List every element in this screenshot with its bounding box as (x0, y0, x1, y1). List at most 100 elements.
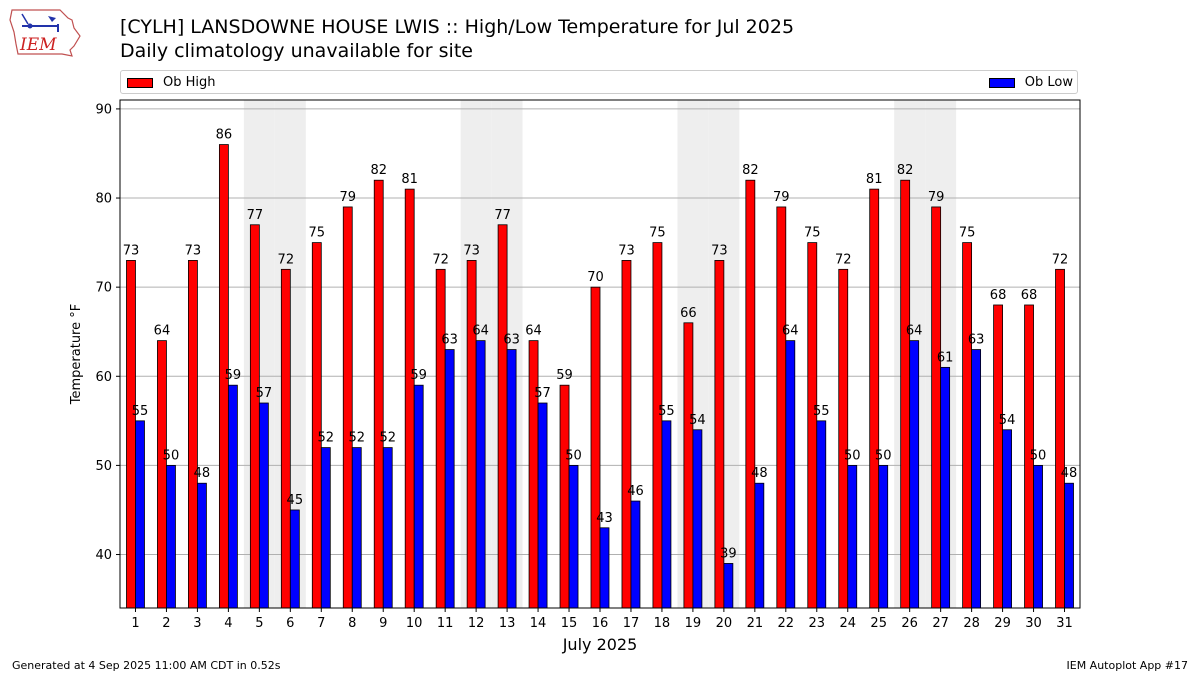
x-tick-label: 1 (131, 616, 139, 631)
x-tick-label: 13 (499, 616, 516, 631)
bar-low (599, 527, 610, 609)
bar-low (630, 500, 641, 609)
data-label-low: 52 (348, 431, 365, 446)
bar-low (320, 447, 331, 609)
bar-high (838, 268, 849, 609)
x-tick-label: 16 (592, 616, 609, 631)
data-label-high: 72 (835, 252, 852, 267)
legend: Ob High Ob Low (120, 70, 1078, 94)
data-label-high: 81 (866, 172, 883, 187)
bar-low (940, 366, 951, 609)
data-label-low: 55 (132, 404, 149, 419)
legend-swatch-low (988, 77, 1015, 88)
data-label-low: 54 (689, 413, 706, 428)
x-tick-label: 20 (716, 616, 733, 631)
bar-high (280, 268, 291, 609)
bar-low (227, 384, 238, 609)
bar-high (311, 242, 322, 609)
data-label-high: 66 (680, 306, 697, 321)
data-label-low: 48 (1061, 466, 1078, 481)
data-label-high: 64 (525, 324, 542, 339)
data-label-high: 70 (587, 270, 604, 285)
x-tick-label: 3 (193, 616, 201, 631)
data-label-low: 39 (720, 546, 737, 561)
y-axis-label: Temperature °F (69, 304, 84, 405)
legend-label-high: Ob High (163, 75, 216, 90)
bar-low (816, 420, 827, 609)
x-tick-label: 29 (994, 616, 1011, 631)
x-tick-label: 15 (561, 616, 578, 631)
data-label-high: 73 (711, 243, 728, 258)
x-tick-label: 19 (685, 616, 702, 631)
bar-high (900, 179, 911, 609)
data-label-low: 55 (813, 404, 830, 419)
data-label-low: 55 (658, 404, 675, 419)
bar-low (847, 465, 858, 609)
data-label-low: 59 (225, 368, 242, 383)
bar-high (962, 242, 973, 609)
x-tick-label: 2 (162, 616, 170, 631)
plot-frame (119, 99, 1081, 609)
data-label-low: 64 (906, 324, 923, 339)
data-label-low: 64 (472, 324, 489, 339)
chart-title: [CYLH] LANSDOWNE HOUSE LWIS :: High/Low … (120, 16, 795, 38)
x-tick-label: 21 (747, 616, 764, 631)
y-tick-label: 80 (95, 192, 112, 207)
x-tick-label: 17 (623, 616, 640, 631)
bar-high (559, 384, 570, 609)
x-tick-label: 22 (778, 616, 795, 631)
bar-high (249, 224, 260, 609)
bar-high (869, 188, 880, 609)
bar-low (135, 420, 145, 609)
data-label-high: 82 (370, 163, 387, 178)
bar-high (404, 188, 415, 609)
bar-low (537, 402, 548, 609)
legend-item-low: Ob Low (988, 75, 1073, 90)
data-label-high: 59 (556, 368, 573, 383)
data-label-high: 81 (401, 172, 418, 187)
data-label-low: 57 (534, 386, 551, 401)
bar-high (157, 340, 167, 609)
x-tick-label: 31 (1056, 616, 1073, 631)
data-label-low: 61 (937, 350, 954, 365)
data-label-low: 46 (627, 484, 644, 499)
x-tick-label: 8 (348, 616, 356, 631)
x-tick-label: 14 (530, 616, 547, 631)
data-label-low: 64 (782, 324, 799, 339)
data-label-high: 77 (494, 208, 511, 223)
data-label-high: 82 (897, 163, 914, 178)
data-label-high: 79 (928, 190, 945, 205)
bar-low (351, 447, 362, 609)
bar-high (373, 179, 384, 609)
bar-low (1033, 465, 1043, 609)
y-tick-label: 90 (95, 102, 112, 117)
bar-low (197, 482, 207, 609)
data-label-low: 50 (844, 448, 861, 463)
legend-label-low: Ob Low (1024, 75, 1073, 90)
data-label-low: 63 (503, 333, 520, 348)
bar-low (909, 340, 920, 609)
bar-low (754, 482, 765, 609)
chart-subtitle: Daily climatology unavailable for site (120, 40, 473, 62)
data-label-low: 54 (999, 413, 1016, 428)
data-label-low: 52 (379, 431, 396, 446)
data-label-low: 63 (968, 333, 985, 348)
bar-low (475, 340, 486, 609)
x-tick-label: 24 (839, 616, 856, 631)
x-tick-label: 11 (437, 616, 454, 631)
data-label-high: 75 (309, 226, 326, 241)
y-tick-label: 50 (95, 459, 112, 474)
data-label-low: 50 (163, 448, 180, 463)
data-label-high: 72 (278, 252, 295, 267)
footer-generated: Generated at 4 Sep 2025 11:00 AM CDT in … (12, 659, 281, 672)
bar-high (652, 242, 663, 609)
x-tick-label: 7 (317, 616, 325, 631)
bar-high (466, 260, 477, 609)
bar-low (785, 340, 796, 609)
x-tick-label: 25 (870, 616, 887, 631)
bar-high (342, 206, 353, 609)
bar-high (590, 286, 601, 609)
x-tick-label: 9 (379, 616, 387, 631)
x-axis-label: July 2025 (562, 635, 638, 654)
x-tick-label: 27 (932, 616, 949, 631)
